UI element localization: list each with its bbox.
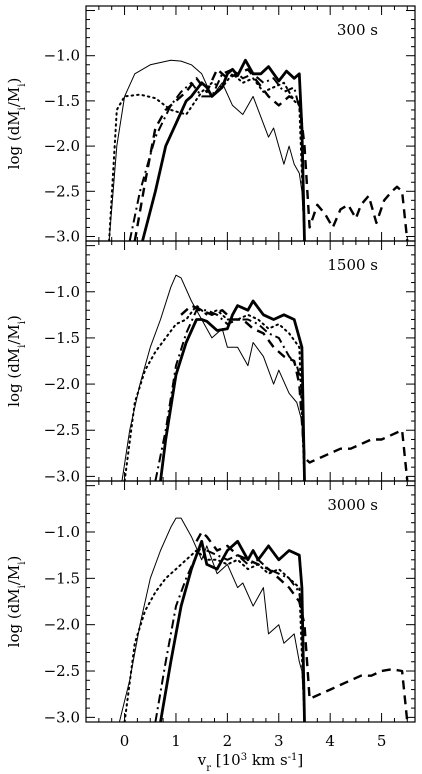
series-line-thin bbox=[121, 274, 305, 481]
x-tick-label: 5 bbox=[377, 732, 387, 750]
y-tick-label: −2.5 bbox=[44, 662, 80, 680]
panel-2: −1.0 −1.5 −2.0 −2.5 −3.0 log (dMi/Mi) 1500 s bbox=[5, 240, 416, 485]
series-line-dotted bbox=[108, 72, 306, 241]
y-tick-label: −1.0 bbox=[44, 47, 80, 65]
panel-frame bbox=[85, 480, 416, 723]
series-line-dotted bbox=[123, 549, 306, 722]
y-tick-label: −2.0 bbox=[44, 616, 80, 634]
series-line-dotted bbox=[123, 304, 306, 481]
panel-frame bbox=[85, 5, 416, 242]
x-tick-label: 4 bbox=[325, 732, 335, 750]
y-tick-label: −3.0 bbox=[44, 467, 80, 485]
x-tick-label: 2 bbox=[223, 732, 233, 750]
y-axis-title: log (dMi/Mi) bbox=[5, 78, 28, 170]
y-tick-label: −1.5 bbox=[44, 329, 80, 347]
y-axis-title: log (dMi/Mi) bbox=[5, 315, 28, 407]
panel-label: 300 s bbox=[337, 21, 378, 39]
y-tick-label: −1.0 bbox=[44, 523, 80, 541]
y-tick-label: −1.0 bbox=[44, 283, 80, 301]
series-line-thick bbox=[159, 539, 306, 722]
series-line-dashdot bbox=[128, 68, 306, 241]
y-tick-label: −3.0 bbox=[44, 227, 80, 245]
series-line-thin bbox=[118, 517, 305, 722]
panel-label: 1500 s bbox=[327, 256, 378, 274]
series-group bbox=[108, 58, 409, 241]
y-tick-label: −2.5 bbox=[44, 421, 80, 439]
series-line-dashdot bbox=[154, 544, 306, 722]
panel-frame bbox=[85, 240, 416, 482]
series-line-thin bbox=[108, 59, 305, 241]
series-group bbox=[118, 517, 409, 722]
y-tick-label: −2.0 bbox=[44, 375, 80, 393]
series-line-thick bbox=[159, 299, 306, 481]
y-tick-label: −1.5 bbox=[44, 92, 80, 110]
panel-1: −1.0 −1.5 −2.0 −2.5 −3.0 log (dMi/Mi) 300 s bbox=[5, 5, 416, 245]
x-tick-label: 3 bbox=[274, 732, 284, 750]
series-line-dashed bbox=[133, 68, 409, 241]
series-line-dashdot bbox=[154, 309, 306, 481]
series-group bbox=[121, 274, 409, 481]
y-tick-label: −1.5 bbox=[44, 569, 80, 587]
y-tick-label: −2.0 bbox=[44, 137, 80, 155]
y-tick-label: −2.5 bbox=[44, 182, 80, 200]
x-axis-title: vr [103 km s-1] bbox=[197, 751, 304, 774]
series-line-dashed bbox=[180, 304, 409, 481]
x-tick-label: 0 bbox=[120, 732, 130, 750]
x-tick-label: 1 bbox=[171, 732, 181, 750]
y-axis-title: log (dMi/Mi) bbox=[5, 556, 28, 648]
y-tick-label: −3.0 bbox=[44, 708, 80, 726]
panel-3: −1.0 −1.5 −2.0 −2.5 −3.0 log (dMi/Mi) 3000 s 0 1… bbox=[5, 480, 416, 750]
panel-label: 3000 s bbox=[327, 496, 378, 514]
